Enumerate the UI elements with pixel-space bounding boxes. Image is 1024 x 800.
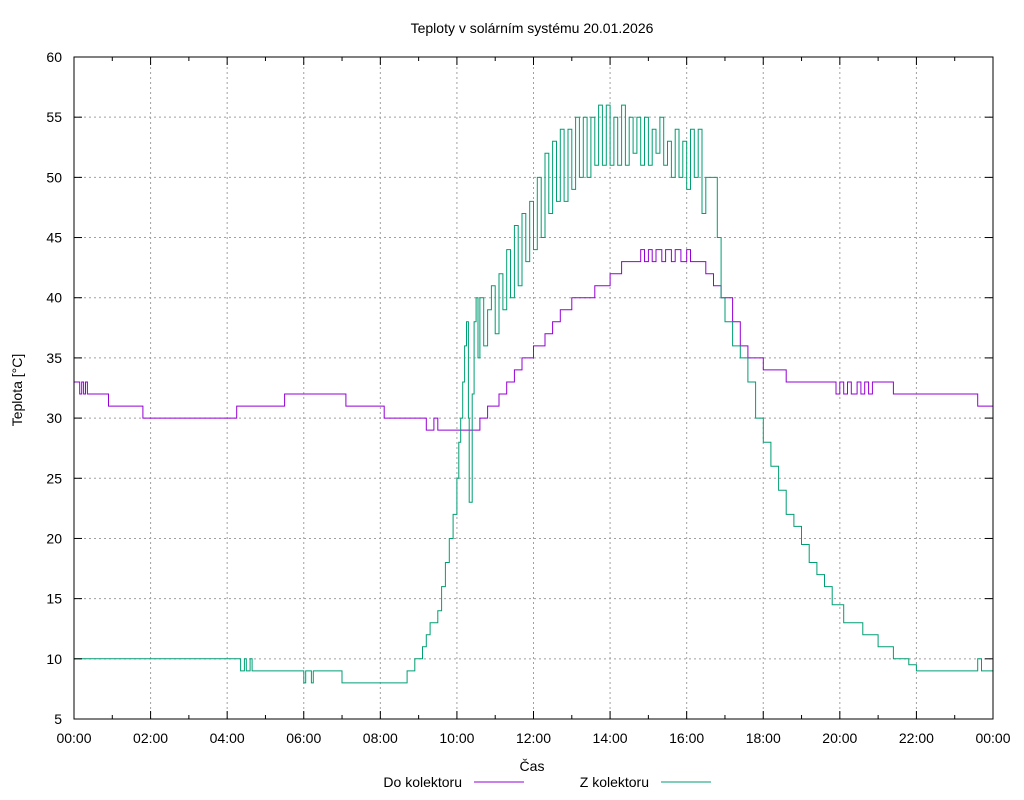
legend: Do kolektoru Z kolektoru [383, 774, 711, 790]
y-tick-label: 55 [46, 109, 62, 125]
x-tick-label: 08:00 [363, 730, 398, 746]
x-tick-label: 00:00 [975, 730, 1010, 746]
series-line-z-kolektoru [74, 104, 993, 684]
y-tick-label: 10 [46, 651, 62, 667]
x-tick-label: 22:00 [899, 730, 934, 746]
y-tick-label: 20 [46, 530, 62, 546]
y-tick-label: 50 [46, 169, 62, 185]
series-line-do-kolektoru [74, 249, 993, 431]
x-tick-label: 20:00 [822, 730, 857, 746]
axis-ticks: 5 10 15 20 25 30 35 40 45 50 55 60 00:00 02:00 04:00 06… [46, 49, 1010, 746]
y-tick-label: 45 [46, 230, 62, 246]
x-tick-label: 16:00 [669, 730, 704, 746]
x-tick-label: 00:00 [56, 730, 91, 746]
legend-label-z-kolektoru: Z kolektoru [580, 774, 649, 790]
x-tick-label: 14:00 [593, 730, 628, 746]
y-tick-label: 15 [46, 591, 62, 607]
y-tick-label: 60 [46, 49, 62, 65]
legend-label-do-kolektoru: Do kolektoru [383, 774, 462, 790]
x-tick-label: 10:00 [439, 730, 474, 746]
x-axis-label: Čas [520, 758, 545, 774]
x-tick-label: 02:00 [133, 730, 168, 746]
y-axis-label: Teplota [°C] [9, 354, 25, 427]
x-tick-label: 06:00 [286, 730, 321, 746]
x-tick-label: 12:00 [516, 730, 551, 746]
x-tick-label: 04:00 [210, 730, 245, 746]
x-tick-label: 18:00 [746, 730, 781, 746]
y-tick-label: 25 [46, 470, 62, 486]
grid [74, 57, 993, 719]
y-tick-label: 40 [46, 290, 62, 306]
y-tick-label: 30 [46, 410, 62, 426]
series-lines [74, 104, 993, 684]
y-tick-label: 35 [46, 350, 62, 366]
y-tick-label: 5 [54, 711, 62, 727]
chart-title: Teploty v solárním systému 20.01.2026 [411, 20, 654, 36]
